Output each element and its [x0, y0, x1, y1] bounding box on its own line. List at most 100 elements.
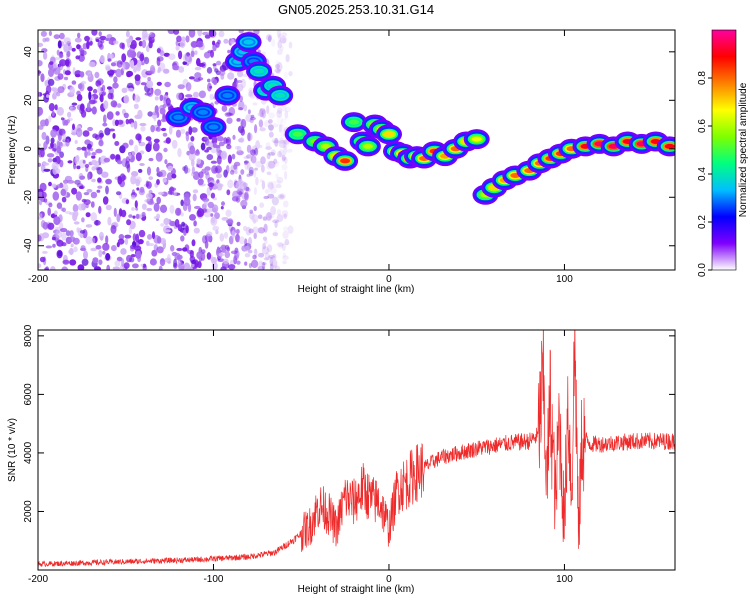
noise-blob	[99, 55, 105, 64]
noise-blob	[198, 90, 206, 99]
noise-blob	[276, 176, 284, 184]
ridge-point	[243, 39, 254, 45]
noise-blob	[155, 152, 163, 162]
noise-blob	[85, 212, 91, 218]
noise-blob	[56, 184, 64, 189]
noise-blob	[238, 100, 245, 111]
noise-blob	[194, 205, 201, 210]
noise-blob	[158, 265, 163, 270]
noise-blob	[235, 180, 243, 190]
noise-blob	[88, 61, 96, 68]
noise-blob	[175, 45, 180, 51]
figure-title: GN05.2025.253.10.31.G14	[278, 2, 434, 17]
noise-blob	[45, 37, 50, 42]
noise-blob	[278, 149, 284, 158]
noise-blob	[67, 160, 73, 164]
noise-blob	[101, 84, 106, 92]
noise-blob	[185, 82, 192, 92]
noise-blob	[260, 156, 266, 165]
noise-blob	[200, 142, 206, 151]
noise-blob	[255, 140, 260, 150]
noise-blob	[77, 203, 84, 211]
noise-blob	[120, 248, 127, 255]
noise-blob	[162, 132, 168, 137]
noise-blob	[181, 221, 186, 227]
noise-blob	[233, 164, 238, 170]
noise-blob	[82, 159, 86, 164]
noise-blob	[271, 39, 276, 47]
noise-blob	[135, 176, 142, 184]
noise-blob	[127, 87, 134, 92]
noise-blob	[194, 72, 202, 79]
noise-blob	[151, 231, 156, 240]
noise-blob	[202, 235, 208, 244]
noise-blob	[54, 210, 58, 216]
noise-blob	[103, 100, 109, 110]
noise-blob	[48, 68, 54, 77]
noise-blob	[240, 169, 245, 175]
noise-blob	[134, 144, 139, 153]
noise-blob	[253, 168, 257, 178]
noise-blob	[69, 105, 73, 110]
noise-blob	[227, 154, 232, 164]
noise-blob	[107, 58, 112, 62]
noise-blob	[263, 223, 268, 233]
noise-blob	[263, 257, 270, 261]
noise-blob	[95, 167, 101, 171]
noise-blob	[253, 205, 257, 212]
noise-blob	[252, 254, 257, 260]
noise-blob	[159, 50, 165, 57]
noise-blob	[147, 234, 153, 240]
noise-blob	[144, 56, 150, 65]
noise-blob	[132, 215, 136, 219]
noise-blob	[203, 211, 211, 218]
noise-blob	[268, 119, 273, 124]
noise-blob	[121, 87, 128, 94]
noise-blob	[134, 94, 140, 103]
noise-blob	[220, 244, 227, 250]
noise-blob	[146, 70, 154, 74]
noise-blob	[110, 153, 116, 160]
noise-blob	[190, 136, 195, 142]
noise-blob	[253, 232, 257, 239]
noise-blob	[160, 223, 165, 227]
noise-blob	[141, 39, 147, 49]
noise-blob	[206, 154, 214, 161]
noise-blob	[84, 35, 90, 42]
ridge-point	[173, 114, 184, 120]
noise-blob	[91, 155, 96, 159]
noise-blob	[139, 186, 145, 193]
noise-blob	[262, 236, 268, 241]
noise-blob	[38, 143, 41, 147]
noise-blob	[132, 233, 137, 242]
noise-blob	[235, 228, 240, 235]
x-tick-label: -200	[28, 274, 48, 285]
noise-blob	[86, 188, 93, 193]
noise-blob	[76, 127, 83, 138]
noise-blob	[40, 148, 45, 158]
noise-blob	[282, 252, 287, 258]
noise-blob	[76, 94, 83, 102]
noise-blob	[210, 192, 216, 199]
noise-blob	[282, 140, 290, 149]
noise-blob	[267, 180, 274, 188]
noise-blob	[61, 266, 68, 270]
noise-blob	[86, 143, 92, 149]
noise-blob	[41, 232, 50, 239]
noise-blob	[196, 210, 202, 218]
noise-blob	[261, 180, 266, 190]
noise-blob	[281, 164, 288, 171]
noise-blob	[245, 114, 253, 122]
noise-blob	[221, 217, 229, 221]
noise-blob	[95, 148, 103, 154]
noise-blob	[87, 150, 91, 156]
noise-blob	[51, 110, 55, 117]
noise-blob	[276, 214, 284, 223]
noise-blob	[254, 248, 258, 258]
noise-blob	[97, 40, 103, 48]
noise-blob	[277, 193, 285, 199]
noise-blob	[217, 182, 221, 187]
noise-blob	[192, 171, 200, 181]
noise-blob	[261, 246, 269, 255]
noise-blob	[198, 171, 204, 179]
